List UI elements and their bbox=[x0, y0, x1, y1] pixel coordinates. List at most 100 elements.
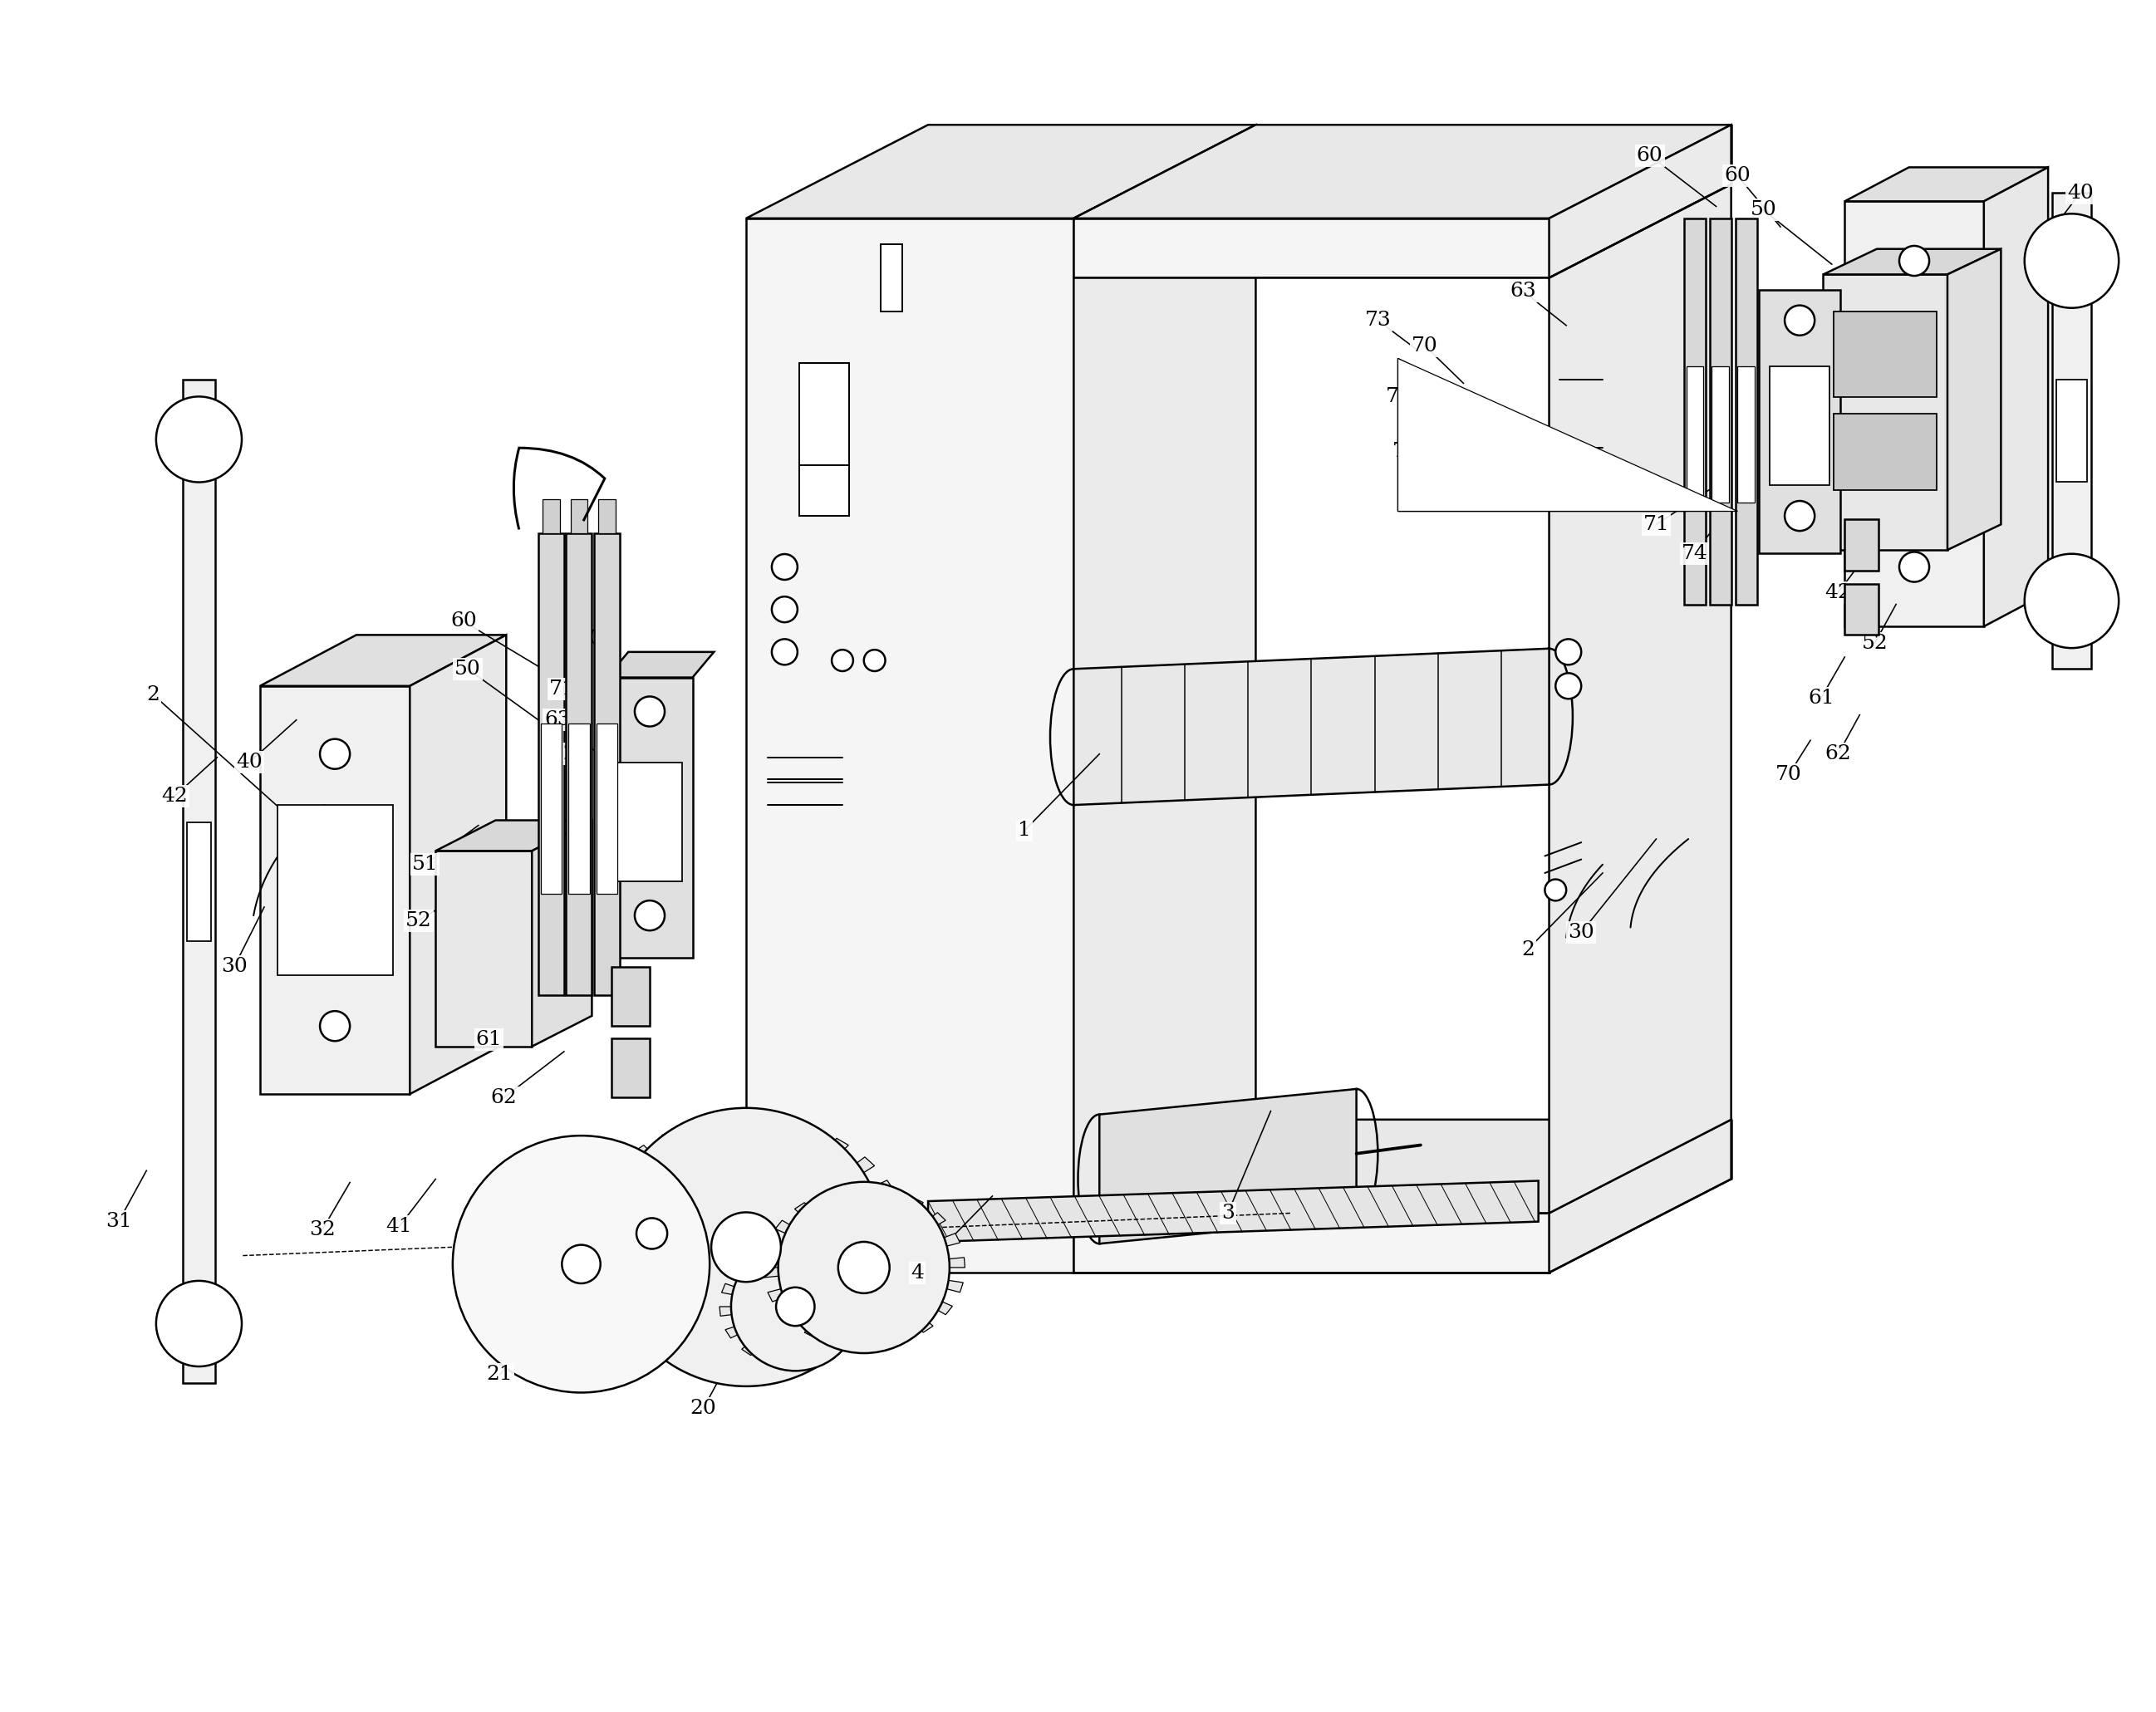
Polygon shape bbox=[865, 1335, 877, 1347]
Polygon shape bbox=[746, 1358, 761, 1378]
Polygon shape bbox=[278, 805, 392, 976]
Polygon shape bbox=[1397, 358, 1712, 510]
Polygon shape bbox=[832, 1332, 847, 1346]
Circle shape bbox=[2024, 214, 2119, 308]
Text: 4: 4 bbox=[910, 1263, 925, 1282]
Polygon shape bbox=[539, 532, 565, 995]
Polygon shape bbox=[852, 1186, 865, 1200]
Polygon shape bbox=[183, 380, 216, 1383]
Polygon shape bbox=[858, 1298, 871, 1306]
Text: 20: 20 bbox=[690, 1399, 716, 1418]
Circle shape bbox=[155, 397, 241, 483]
Circle shape bbox=[1785, 502, 1815, 531]
Polygon shape bbox=[765, 1243, 783, 1255]
Circle shape bbox=[319, 1012, 349, 1041]
Circle shape bbox=[636, 1217, 666, 1250]
Polygon shape bbox=[595, 532, 619, 995]
Text: 60: 60 bbox=[1725, 166, 1751, 185]
Polygon shape bbox=[776, 1221, 796, 1234]
Polygon shape bbox=[800, 397, 849, 515]
Circle shape bbox=[606, 1108, 886, 1387]
Polygon shape bbox=[783, 1246, 796, 1257]
Polygon shape bbox=[1712, 366, 1729, 502]
Circle shape bbox=[155, 1281, 241, 1366]
Circle shape bbox=[1785, 305, 1815, 336]
Polygon shape bbox=[2053, 193, 2091, 669]
Polygon shape bbox=[597, 1294, 627, 1315]
Polygon shape bbox=[662, 1130, 686, 1152]
Polygon shape bbox=[841, 1337, 856, 1349]
Text: 73: 73 bbox=[1365, 312, 1391, 330]
Text: 40: 40 bbox=[2068, 183, 2093, 202]
Polygon shape bbox=[1550, 125, 1731, 277]
Text: 71: 71 bbox=[1386, 387, 1412, 406]
Polygon shape bbox=[942, 1233, 959, 1246]
Polygon shape bbox=[571, 498, 589, 532]
Polygon shape bbox=[1759, 289, 1841, 553]
Text: 42: 42 bbox=[162, 788, 188, 806]
Polygon shape bbox=[742, 1342, 757, 1356]
Polygon shape bbox=[877, 1207, 906, 1222]
Circle shape bbox=[453, 1135, 709, 1392]
Polygon shape bbox=[436, 851, 533, 1046]
Text: 42: 42 bbox=[1824, 582, 1852, 603]
Polygon shape bbox=[709, 1354, 727, 1376]
Polygon shape bbox=[944, 1281, 964, 1293]
Polygon shape bbox=[569, 724, 591, 894]
Text: 71: 71 bbox=[550, 680, 576, 698]
Text: 71: 71 bbox=[1643, 515, 1669, 534]
Polygon shape bbox=[606, 678, 692, 959]
Polygon shape bbox=[261, 687, 410, 1094]
Polygon shape bbox=[819, 1351, 834, 1363]
Polygon shape bbox=[582, 1246, 608, 1258]
Polygon shape bbox=[821, 1192, 837, 1205]
Polygon shape bbox=[914, 1317, 934, 1332]
Polygon shape bbox=[783, 1308, 802, 1322]
Polygon shape bbox=[1074, 125, 1255, 1272]
Polygon shape bbox=[1846, 202, 1984, 627]
Polygon shape bbox=[796, 1202, 813, 1217]
Text: 74: 74 bbox=[1682, 544, 1708, 563]
Polygon shape bbox=[567, 532, 593, 995]
Circle shape bbox=[731, 1243, 860, 1371]
Text: 40: 40 bbox=[235, 753, 263, 772]
Text: 62: 62 bbox=[492, 1087, 517, 1108]
Polygon shape bbox=[890, 1329, 908, 1344]
Polygon shape bbox=[1074, 1214, 1550, 1272]
Text: 70: 70 bbox=[576, 628, 604, 647]
Polygon shape bbox=[1397, 358, 1686, 510]
Polygon shape bbox=[927, 1181, 1539, 1241]
Polygon shape bbox=[617, 762, 681, 882]
Polygon shape bbox=[1074, 1120, 1731, 1214]
Polygon shape bbox=[1736, 219, 1757, 604]
Polygon shape bbox=[610, 967, 649, 1025]
Text: 2: 2 bbox=[147, 685, 160, 704]
Polygon shape bbox=[608, 1166, 638, 1186]
Polygon shape bbox=[1835, 414, 1936, 490]
Polygon shape bbox=[533, 820, 593, 1046]
Polygon shape bbox=[847, 1157, 875, 1178]
Text: 1: 1 bbox=[1018, 822, 1031, 841]
Polygon shape bbox=[188, 822, 211, 942]
Polygon shape bbox=[832, 1327, 860, 1349]
Polygon shape bbox=[724, 1327, 740, 1339]
Polygon shape bbox=[1824, 248, 2001, 274]
Polygon shape bbox=[804, 1323, 824, 1337]
Polygon shape bbox=[806, 1342, 830, 1364]
Circle shape bbox=[319, 740, 349, 769]
Polygon shape bbox=[746, 219, 1074, 1272]
Polygon shape bbox=[2057, 380, 2087, 481]
Polygon shape bbox=[1684, 219, 1705, 604]
Polygon shape bbox=[1846, 584, 1878, 635]
Polygon shape bbox=[632, 1145, 660, 1168]
Polygon shape bbox=[599, 498, 614, 532]
Polygon shape bbox=[882, 243, 903, 312]
Circle shape bbox=[1554, 639, 1580, 664]
Circle shape bbox=[772, 639, 798, 664]
Circle shape bbox=[776, 1287, 815, 1325]
Polygon shape bbox=[934, 1301, 953, 1315]
Polygon shape bbox=[871, 1286, 899, 1305]
Polygon shape bbox=[880, 1188, 895, 1204]
Text: 61: 61 bbox=[476, 1031, 502, 1049]
Polygon shape bbox=[757, 1251, 770, 1263]
